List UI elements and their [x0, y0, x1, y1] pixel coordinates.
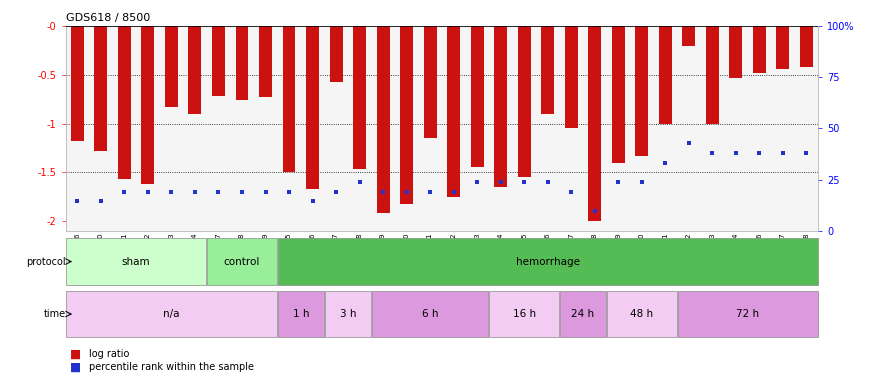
Text: percentile rank within the sample: percentile rank within the sample [89, 363, 255, 372]
Text: 6 h: 6 h [422, 309, 438, 319]
Bar [752, 26, 766, 73]
Text: ■: ■ [70, 348, 81, 361]
Text: 1 h: 1 h [292, 309, 309, 319]
Bar [325, 291, 371, 338]
Bar [188, 26, 201, 114]
Bar [66, 238, 206, 285]
Bar [354, 26, 366, 170]
Bar [706, 26, 718, 124]
Text: hemorrhage: hemorrhage [515, 256, 580, 267]
Bar [207, 238, 276, 285]
Bar [564, 26, 578, 128]
Bar [494, 26, 507, 187]
Bar [588, 26, 601, 221]
Bar [489, 291, 559, 338]
Text: sham: sham [122, 256, 150, 267]
Bar [682, 26, 696, 46]
Text: GDS618 / 8500: GDS618 / 8500 [66, 13, 150, 23]
Bar [142, 26, 154, 184]
Bar [447, 26, 460, 196]
Bar [306, 26, 319, 189]
Bar [677, 291, 817, 338]
Text: log ratio: log ratio [89, 350, 130, 359]
Bar [165, 26, 178, 107]
Bar [259, 26, 272, 97]
Bar [235, 26, 248, 100]
Bar [800, 26, 813, 67]
Text: n/a: n/a [164, 309, 179, 319]
Text: control: control [224, 256, 260, 267]
Bar [330, 26, 342, 82]
Text: ■: ■ [70, 361, 81, 374]
Text: time: time [44, 309, 66, 319]
Bar [94, 26, 108, 151]
Text: 48 h: 48 h [630, 309, 654, 319]
Bar [376, 26, 389, 213]
Bar [776, 26, 789, 69]
Bar [730, 26, 742, 78]
Bar [471, 26, 484, 167]
Bar [400, 26, 413, 204]
Text: 3 h: 3 h [340, 309, 356, 319]
Bar [424, 26, 437, 138]
Bar [607, 291, 676, 338]
Text: 16 h: 16 h [513, 309, 536, 319]
Bar [560, 291, 606, 338]
Bar [66, 291, 276, 338]
Bar [659, 26, 672, 124]
Bar [372, 291, 488, 338]
Text: 72 h: 72 h [736, 309, 760, 319]
Bar [612, 26, 625, 162]
Bar [71, 26, 84, 141]
Bar [212, 26, 225, 96]
Bar [283, 26, 296, 172]
Bar [518, 26, 530, 177]
Bar [118, 26, 131, 179]
Bar [277, 291, 324, 338]
Bar [277, 238, 817, 285]
Text: protocol: protocol [26, 256, 66, 267]
Text: 24 h: 24 h [571, 309, 594, 319]
Bar [542, 26, 554, 114]
Bar [635, 26, 648, 156]
